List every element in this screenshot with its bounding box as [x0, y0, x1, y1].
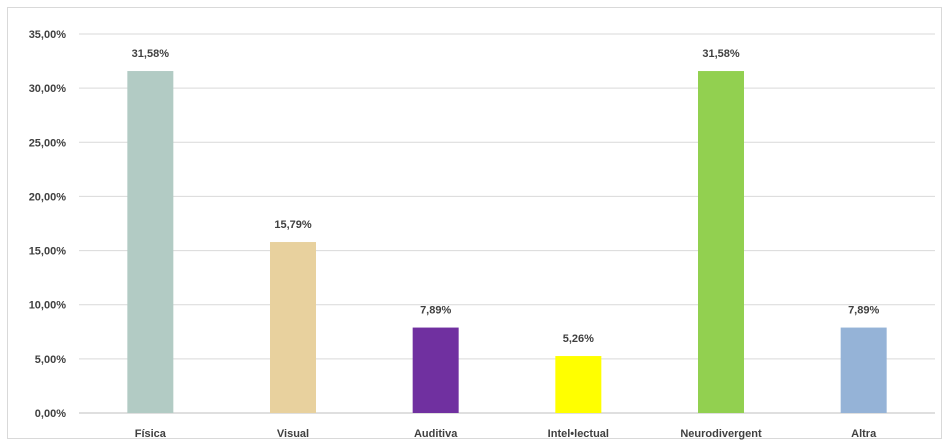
data-label: 7,89% — [420, 305, 451, 317]
data-label: 5,26% — [563, 333, 594, 345]
bars — [127, 71, 887, 413]
data-label: 31,58% — [702, 48, 740, 60]
x-tick-label: Intel•lectual — [548, 428, 609, 440]
y-tick-label: 35,00% — [29, 29, 67, 41]
data-label: 7,89% — [848, 305, 879, 317]
x-tick-label: Física — [135, 428, 167, 440]
bar — [698, 71, 744, 413]
x-tick-label: Visual — [277, 428, 309, 440]
y-axis: 0,00% 5,00% 10,00% 15,00% 20,00% 25,00% 30,00%… — [29, 29, 67, 420]
x-tick-label: Neurodivergent — [680, 428, 762, 440]
chart-frame — [7, 7, 942, 439]
gridlines — [79, 33, 935, 414]
bar — [555, 356, 602, 413]
data-label: 31,58% — [132, 48, 170, 60]
bar — [270, 242, 316, 413]
y-tick-label: 30,00% — [29, 83, 67, 95]
data-label: 15,79% — [274, 219, 312, 231]
y-tick-label: 25,00% — [29, 137, 67, 149]
y-tick-label: 0,00% — [35, 408, 66, 420]
bar — [127, 71, 174, 413]
y-tick-label: 10,00% — [29, 300, 67, 312]
y-tick-label: 5,00% — [35, 354, 66, 366]
x-tick-label: Altra — [851, 428, 877, 440]
x-tick-label: Auditiva — [414, 428, 458, 440]
bar — [412, 327, 459, 413]
data-labels: 31,58% 15,79% 7,89% 5,26% 31,58% 7,89% — [132, 48, 880, 345]
y-tick-label: 15,00% — [29, 246, 67, 258]
y-tick-label: 20,00% — [29, 191, 67, 203]
x-axis: Física Visual Auditiva Intel•lectual Neurodi… — [135, 428, 877, 440]
bar — [840, 327, 887, 413]
